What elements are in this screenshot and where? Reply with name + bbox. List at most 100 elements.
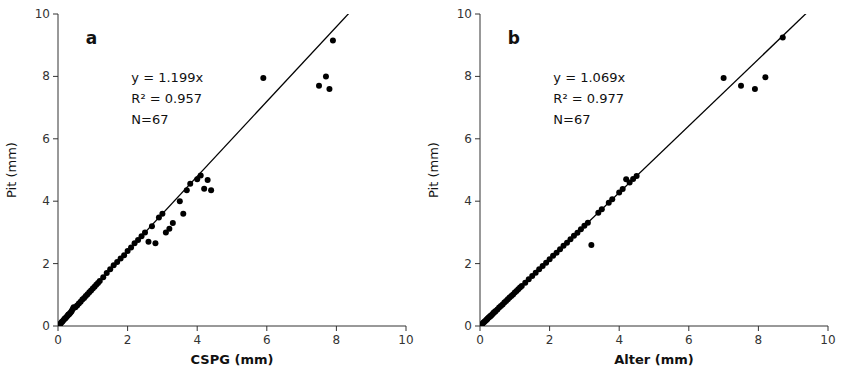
regression-line (58, 14, 406, 326)
y-tick-label: 10 (35, 7, 50, 21)
point (620, 186, 626, 192)
panel-label: b (508, 28, 520, 48)
x-tick (406, 326, 407, 331)
point (180, 211, 186, 217)
point (609, 196, 615, 202)
x-axis (58, 326, 406, 327)
y-tick-label: 6 (464, 132, 472, 146)
x-tick (197, 326, 198, 331)
y-tick (53, 138, 58, 139)
x-tick (688, 326, 689, 331)
x-tick (480, 326, 481, 331)
y-tick-label: 0 (464, 319, 472, 333)
annotation: R² = 0.977 (553, 91, 624, 106)
point (585, 220, 591, 226)
y-tick-label: 8 (464, 69, 472, 83)
x-tick-label: 6 (263, 333, 271, 347)
point (260, 75, 266, 81)
y-tick-label: 8 (42, 69, 50, 83)
y-tick (53, 263, 58, 264)
point (198, 173, 204, 179)
point (780, 34, 786, 40)
point (316, 83, 322, 89)
plot-area (58, 14, 406, 326)
x-tick (266, 326, 267, 331)
y-tick (475, 76, 480, 77)
y-tick-label: 0 (42, 319, 50, 333)
point (762, 74, 768, 80)
point (634, 173, 640, 179)
y-tick-label: 4 (42, 194, 50, 208)
point (187, 181, 193, 187)
figure: 0 2 4 6 8 10 0 2 4 6 8 10 CSPG (mm) Pit (mm) a y = 1.19… (0, 0, 844, 374)
annotation: y = 1.199x (131, 70, 203, 85)
y-axis (480, 14, 481, 326)
x-tick-label: 8 (333, 333, 341, 347)
point (149, 223, 155, 229)
point (152, 240, 158, 246)
annotation: R² = 0.957 (131, 91, 202, 106)
x-tick-label: 6 (685, 333, 693, 347)
x-axis-label: CSPG (mm) (191, 352, 274, 367)
x-tick-label: 2 (124, 333, 132, 347)
x-tick-label: 4 (615, 333, 623, 347)
x-tick (828, 326, 829, 331)
x-axis (480, 326, 828, 327)
y-axis-label: Pit (mm) (426, 142, 441, 198)
plot-area (480, 14, 828, 326)
y-tick (53, 326, 58, 327)
x-tick-label: 10 (398, 333, 413, 347)
point (721, 75, 727, 81)
x-tick (758, 326, 759, 331)
x-tick (336, 326, 337, 331)
y-tick (475, 201, 480, 202)
y-tick (475, 326, 480, 327)
x-tick-label: 8 (755, 333, 763, 347)
point (323, 73, 329, 79)
x-tick-label: 10 (820, 333, 835, 347)
point (166, 226, 172, 232)
y-tick (53, 14, 58, 15)
annotation: y = 1.069x (553, 70, 625, 85)
point (145, 239, 151, 245)
y-tick-label: 6 (42, 132, 50, 146)
point (184, 187, 190, 193)
y-axis (58, 14, 59, 326)
x-tick (127, 326, 128, 331)
x-tick (58, 326, 59, 331)
point (208, 187, 214, 193)
point (201, 186, 207, 192)
point (142, 229, 148, 235)
x-tick-label: 4 (193, 333, 201, 347)
x-tick (619, 326, 620, 331)
x-tick-label: 0 (476, 333, 484, 347)
point (738, 83, 744, 89)
annotation: N=67 (553, 112, 590, 127)
regression-line (480, 14, 828, 326)
point (177, 198, 183, 204)
point (159, 211, 165, 217)
point (326, 86, 332, 92)
y-tick (53, 76, 58, 77)
point (752, 86, 758, 92)
y-tick (475, 14, 480, 15)
panel-label: a (86, 28, 97, 48)
y-tick (475, 138, 480, 139)
y-tick-label: 2 (464, 257, 472, 271)
point (599, 206, 605, 212)
y-tick-label: 2 (42, 257, 50, 271)
y-axis-label: Pit (mm) (4, 142, 19, 198)
annotation: N=67 (131, 112, 168, 127)
panel: 0 2 4 6 8 10 0 2 4 6 8 10 Alter (mm) Pit (mm) b y = 1.0… (426, 0, 836, 367)
y-tick-label: 10 (457, 7, 472, 21)
point (330, 38, 336, 44)
panel: 0 2 4 6 8 10 0 2 4 6 8 10 CSPG (mm) Pit (mm) a y = 1.19… (4, 0, 414, 367)
x-tick-label: 2 (546, 333, 554, 347)
point (205, 177, 211, 183)
y-tick-label: 4 (464, 194, 472, 208)
x-axis-label: Alter (mm) (614, 352, 693, 367)
y-tick (53, 201, 58, 202)
y-tick (475, 263, 480, 264)
point (170, 220, 176, 226)
x-tick-label: 0 (54, 333, 62, 347)
